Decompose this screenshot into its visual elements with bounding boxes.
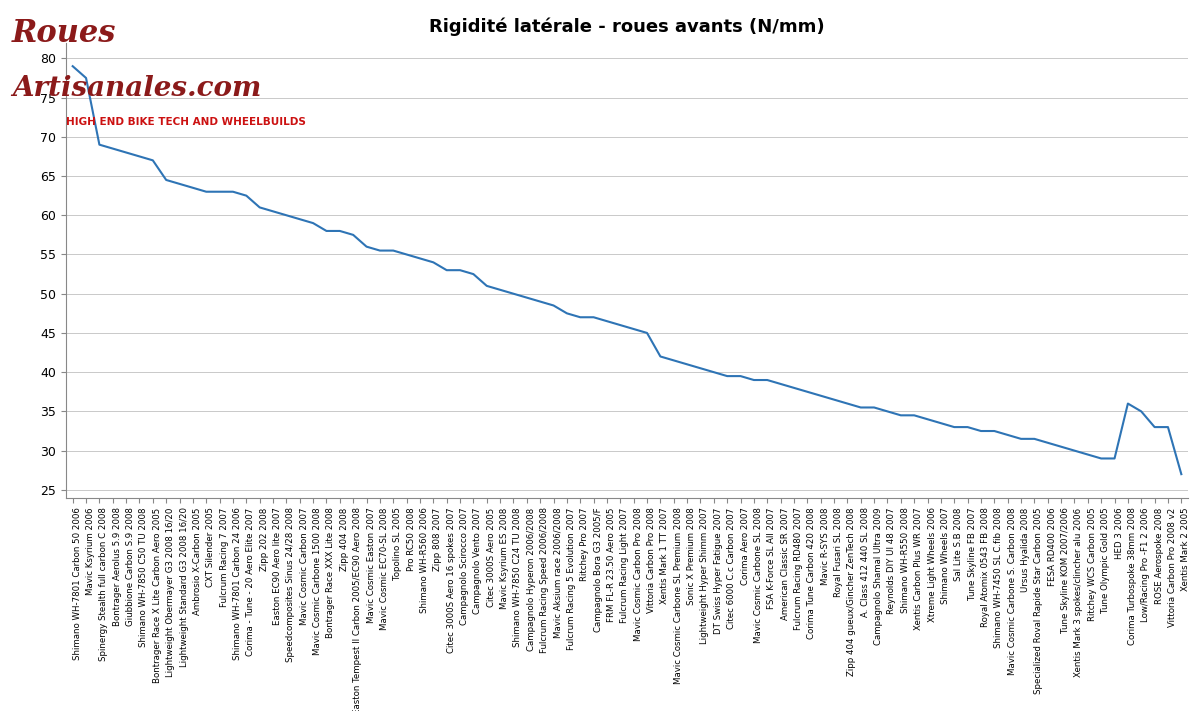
Text: Artisanales.com: Artisanales.com [12,75,262,102]
Title: Rigidité latérale - roues avants (N/mm): Rigidité latérale - roues avants (N/mm) [430,17,824,36]
Text: HIGH END BIKE TECH AND WHEELBUILDS: HIGH END BIKE TECH AND WHEELBUILDS [66,117,306,127]
Text: Roues: Roues [12,18,116,49]
